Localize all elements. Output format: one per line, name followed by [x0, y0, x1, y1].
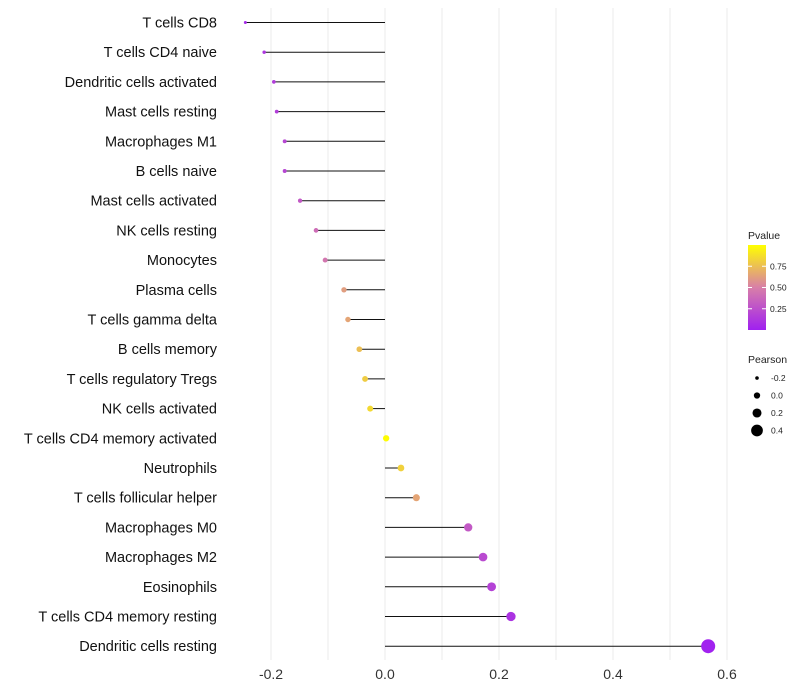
category-label: Macrophages M0	[105, 520, 217, 536]
lollipop-point	[478, 552, 488, 562]
lollipop-point	[382, 435, 390, 442]
lollipop-point	[341, 287, 347, 293]
colorbar-tick-label: 0.50	[770, 283, 787, 293]
lollipop-point	[397, 464, 405, 472]
x-tick-label: 0.2	[489, 666, 509, 682]
lollipop-point	[243, 21, 247, 24]
pearson-legend-label: -0.2	[771, 373, 786, 383]
lollipop-point	[272, 80, 276, 84]
lollipop-point	[356, 346, 363, 353]
x-tick-label: 0.0	[375, 666, 395, 682]
pvalue-colorbar	[748, 245, 766, 330]
pearson-legend-dot	[752, 408, 762, 418]
lollipop-point	[487, 582, 497, 592]
lollipop-stems	[245, 22, 709, 647]
category-label: Neutrophils	[144, 461, 217, 477]
lollipop-point	[322, 257, 328, 263]
vertical-gridlines	[270, 8, 728, 660]
lollipop-point	[313, 228, 319, 233]
pvalue-legend: Pvalue 0.25 0.50 0.75	[748, 230, 787, 330]
x-tick-label: -0.2	[259, 666, 283, 682]
pearson-legend-dot	[753, 392, 761, 399]
lollipop-point	[464, 523, 473, 532]
lollipop-point	[412, 494, 420, 502]
lollipop-point	[367, 405, 374, 412]
lollipop-point	[282, 169, 287, 173]
x-axis-ticks: -0.2 0.0 0.2 0.4 0.6	[259, 666, 737, 682]
colorbar-tick-label: 0.75	[770, 261, 787, 271]
lollipop-point	[262, 50, 266, 54]
category-label: T cells CD4 naive	[104, 45, 217, 61]
category-label: Monocytes	[147, 253, 217, 269]
category-labels: T cells CD8 T cells CD4 naive Dendritic ce…	[24, 16, 218, 656]
lollipop-point	[701, 639, 716, 654]
category-label: Plasma cells	[136, 283, 217, 299]
pvalue-legend-ticks: 0.25 0.50 0.75	[748, 261, 787, 314]
category-label: T cells regulatory Tregs	[67, 372, 217, 388]
lollipop-point	[274, 109, 279, 114]
category-label: Eosinophils	[143, 580, 217, 596]
category-label: T cells CD4 memory activated	[24, 431, 217, 447]
pvalue-legend-title: Pvalue	[748, 230, 780, 242]
pearson-legend-label: 0.0	[771, 391, 783, 401]
category-label: Macrophages M1	[105, 134, 217, 150]
category-label: T cells follicular helper	[74, 491, 217, 507]
pearson-legend-label: 0.4	[771, 426, 783, 436]
category-label: B cells naive	[136, 164, 217, 180]
x-tick-label: 0.4	[603, 666, 623, 682]
category-label: B cells memory	[118, 342, 218, 358]
category-label: Macrophages M2	[105, 550, 217, 566]
lollipop-point	[282, 139, 287, 144]
category-label: Mast cells resting	[105, 105, 217, 121]
colorbar-tick-label: 0.25	[770, 304, 787, 314]
category-label: NK cells resting	[116, 223, 217, 239]
category-label: NK cells activated	[102, 402, 217, 418]
lollipop-point	[297, 198, 303, 203]
category-label: Mast cells activated	[90, 194, 217, 210]
lollipop-point	[345, 316, 351, 323]
category-label: T cells CD8	[142, 16, 217, 32]
lollipop-point	[362, 375, 368, 382]
pearson-legend: Pearson -0.2 0.0 0.2 0.4	[748, 354, 787, 437]
pearson-legend-dot	[755, 376, 759, 380]
lollipop-points	[243, 21, 716, 654]
category-label: Dendritic cells activated	[65, 75, 217, 91]
pearson-legend-label: 0.2	[771, 408, 783, 418]
category-label: Dendritic cells resting	[79, 639, 217, 655]
pearson-legend-items: -0.2 0.0 0.2 0.4	[751, 373, 786, 437]
lollipop-point	[506, 611, 516, 622]
pearson-legend-dot	[751, 424, 763, 437]
x-tick-label: 0.6	[717, 666, 737, 682]
pearson-legend-title: Pearson	[748, 354, 787, 366]
category-label: T cells gamma delta	[88, 313, 218, 329]
category-label: T cells CD4 memory resting	[38, 610, 217, 626]
